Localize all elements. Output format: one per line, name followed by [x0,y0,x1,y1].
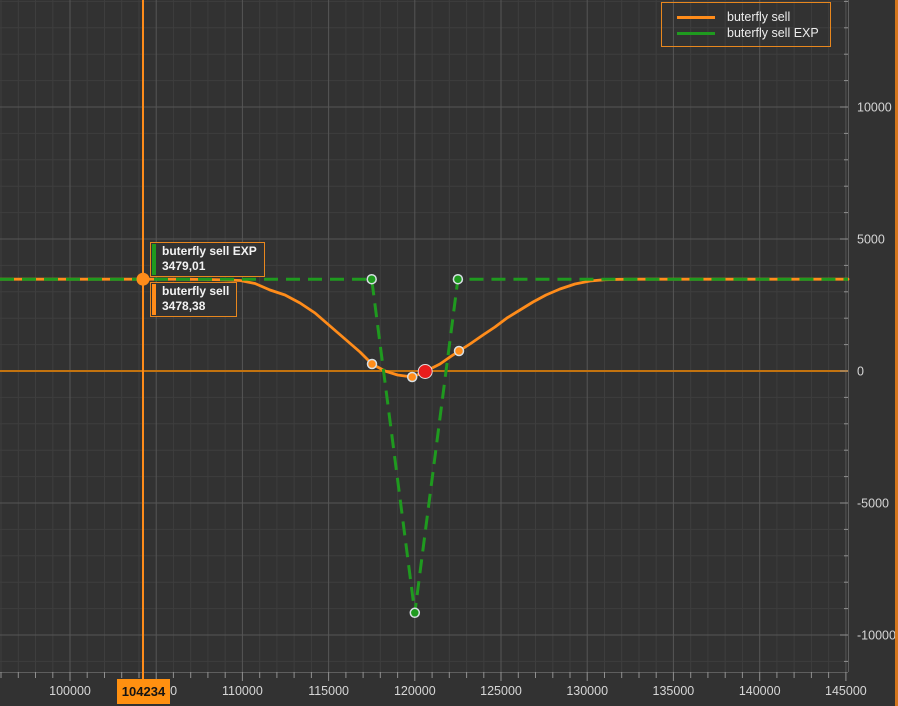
x-axis-label: 100000 [49,684,91,698]
tooltip-accent-bar-orange [152,284,156,315]
y-axis-label: 5000 [857,233,885,247]
x-axis-label: 130000 [566,684,608,698]
tooltip-series-name: buterfly sell EXP [162,244,257,258]
window-right-border [895,0,898,706]
legend-line-sample-green [677,31,715,35]
legend-item-buterfly-sell-exp[interactable]: buterfly sell EXP [677,25,830,41]
strike-marker-sell[interactable] [406,371,418,383]
legend-item-buterfly-sell[interactable]: buterfly sell [677,9,830,25]
crosshair-dot[interactable] [136,272,150,286]
x-axis-label: 125000 [480,684,522,698]
legend-line-sample-orange [677,15,715,19]
grid-minor [0,0,848,672]
y-axis-label: 0 [857,365,864,379]
strike-marker-exp[interactable] [409,607,421,619]
tooltip-accent-bar-green [152,244,156,275]
x-axis-label: 115000 [308,684,349,698]
x-axis-label: 140000 [739,684,781,698]
axis-boundaries [0,0,849,673]
crosshair-x-label[interactable]: 104234 [117,679,170,704]
x-axis-label: 135000 [653,684,695,698]
current-price-marker[interactable] [417,364,433,379]
y-axis-label: 10000 [857,101,892,115]
y-axis-labels: 10000 5000 0 -5000 -10000 [857,101,896,643]
tooltip-series-value: 3478,38 [162,299,206,313]
tooltip-buterfly-sell: buterfly sell 3478,38 [150,282,238,317]
legend-label: buterfly sell [727,9,791,24]
tooltip-series-name: buterfly sell [162,284,230,298]
x-axis-label: 120000 [394,684,436,698]
x-axis-label: 145000 [825,684,867,698]
series-markers[interactable] [136,272,465,619]
strike-marker-sell[interactable] [453,345,465,357]
y-axis-label: -5000 [857,497,889,511]
legend: buterfly sell buterfly sell EXP [661,2,831,47]
y-axis-label: -10000 [857,629,896,643]
strike-marker-exp[interactable] [366,273,377,285]
x-axis-label: 110000 [222,684,263,698]
strike-marker-sell[interactable] [366,358,378,370]
tooltip-series-value: 3479,01 [162,259,206,273]
tooltip-buterfly-sell-exp: buterfly sell EXP 3479,01 [150,242,265,277]
strike-marker-exp[interactable] [452,273,464,285]
legend-label: buterfly sell EXP [727,25,819,40]
